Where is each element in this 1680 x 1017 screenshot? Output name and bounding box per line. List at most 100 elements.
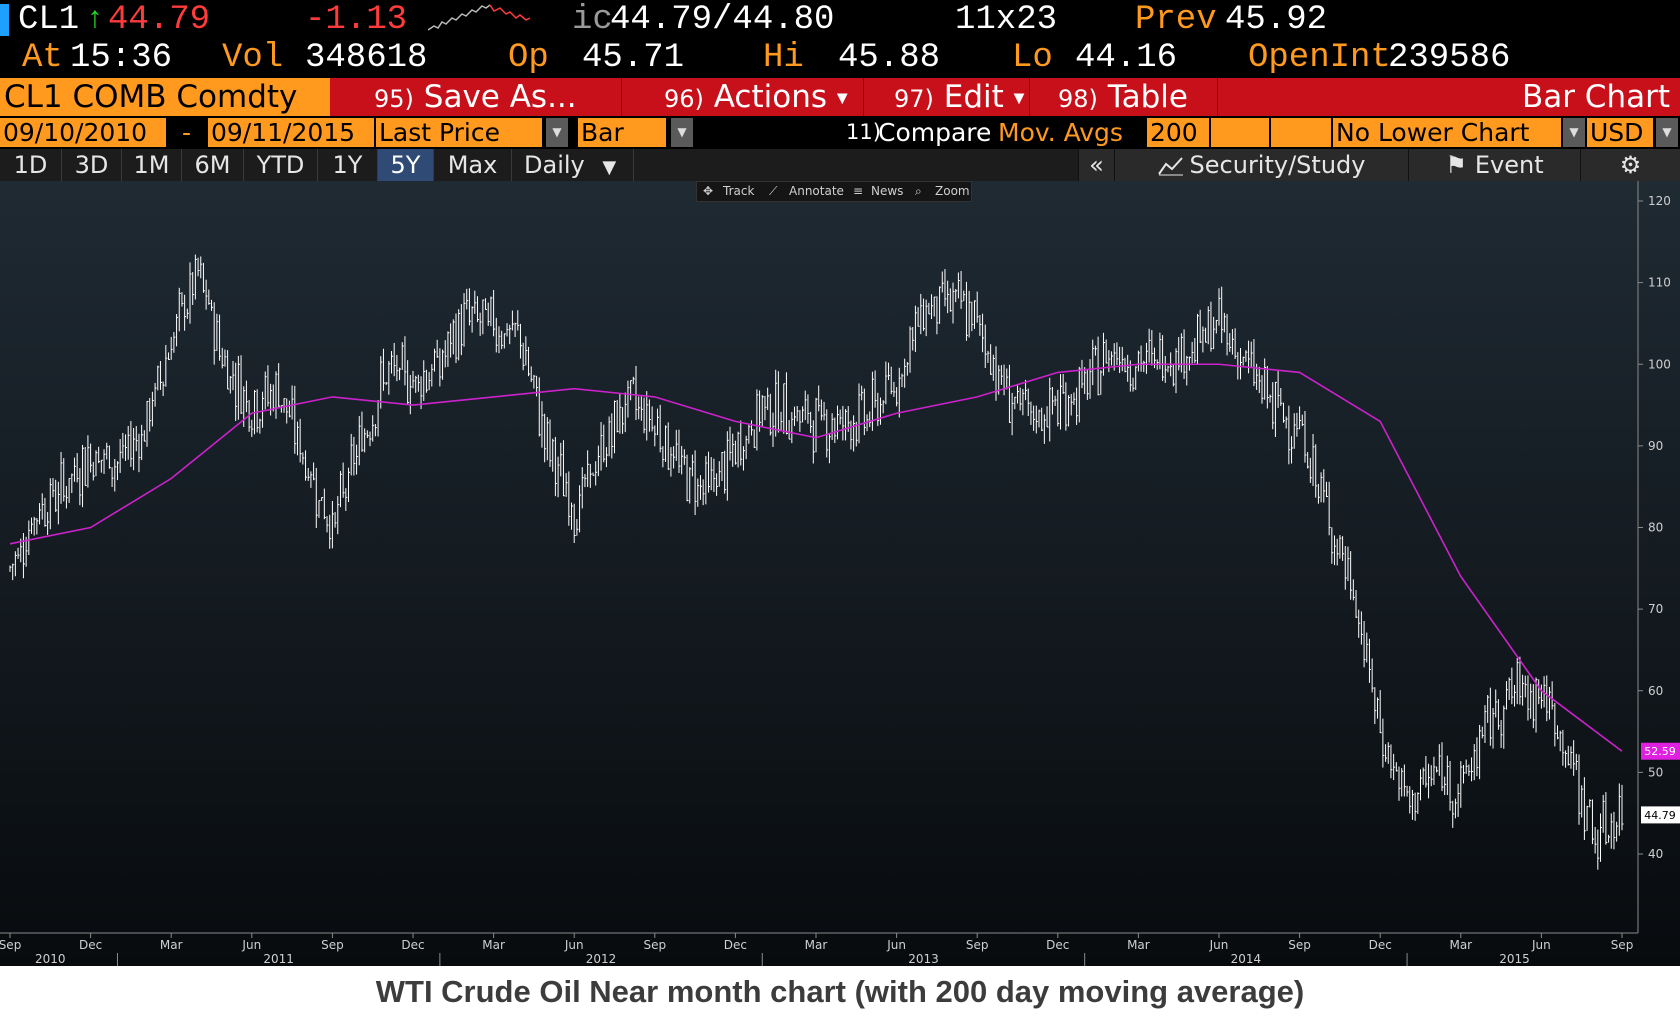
settings-gear-icon[interactable]: ⚙ [1580,149,1680,181]
chart-area[interactable]: 40 50 60 70 80 90 100 110 120 Sep Dec Mar Jun Sep Dec… [0,181,1680,966]
field-dropdown-icon[interactable]: ▼ [546,118,568,147]
x-tick-label: Mar [160,938,183,952]
sparkline-icon [428,4,531,31]
year-label: 2015 [1499,952,1530,966]
study-label[interactable]: Mov. Avgs [998,118,1123,147]
lower-chart-select[interactable]: No Lower Chart [1333,118,1561,147]
collapse-icon[interactable]: « [1078,149,1114,181]
open-interest-value: 239586 [1388,39,1511,77]
x-tick-label: Mar [805,938,828,952]
range-1y[interactable]: 1Y [318,149,378,181]
security-indicator [0,4,9,36]
price-chart[interactable]: 40 50 60 70 80 90 100 110 120 Sep Dec Mar Jun Sep Dec… [0,181,1680,966]
x-tick-label: Dec [79,938,102,952]
bid-ask-prefix: ic [572,1,613,39]
table-number: 98) [1058,85,1098,113]
security-study-button[interactable]: Security/Study [1114,149,1408,181]
y-tick-label: 70 [1648,602,1663,616]
range-1d[interactable]: 1D [0,149,62,181]
x-tick-label: Dec [724,938,747,952]
function-bar: CL1 COMB Comdty 95) Save As... 96) Actio… [0,78,1680,116]
year-label: 2013 [908,952,939,966]
blank-field-2[interactable] [1271,118,1331,147]
at-label: At [22,39,63,77]
news-button[interactable]: News [871,184,904,198]
period-field[interactable]: 200 [1147,118,1209,147]
flag-icon: ⚑ [1445,151,1467,179]
frequency-select[interactable]: Daily ▼ [512,149,634,181]
quote-row-bottom: At 15:36 Vol 348618 Op 45.71 Hi 45.88 Lo… [0,38,1680,78]
range-3d[interactable]: 3D [62,149,122,181]
x-tick-label: Sep [0,938,21,952]
year-label: 2012 [586,952,617,966]
x-tick-label: Jun [1209,938,1229,952]
vol-value: 348618 [305,39,428,77]
save-as-label: Save As... [423,79,577,115]
zoom-button[interactable]: Zoom [935,184,970,198]
compare-button[interactable]: Compare [878,118,992,147]
range-6m[interactable]: 6M [182,149,244,181]
track-button[interactable]: Track [723,184,755,198]
year-label: 2014 [1231,952,1262,966]
field-select[interactable]: Last Price [376,118,542,147]
save-as-button[interactable]: 95) Save As... [332,78,622,116]
actions-label: Actions [713,79,828,115]
x-tick-label: Dec [401,938,424,952]
compare-number: 11) [846,120,881,144]
chart-type-select[interactable]: Bar [578,118,666,147]
range-ytd[interactable]: YTD [244,149,318,181]
frequency-caret-icon: ▼ [602,157,617,178]
x-tick-label: Sep [966,938,989,952]
last-price-text: 44.79 [1644,809,1676,822]
quote-row-top: CL1 ↑ 44.79 -1.13 ic 44.79/44.80 11x23 P… [0,0,1680,40]
year-label: 2011 [263,952,294,966]
security-field[interactable]: CL1 COMB Comdty [0,78,330,116]
x-tick-label: Mar [1127,938,1150,952]
ma-value-label: 52.59 [1641,742,1680,760]
study-chart-icon [1157,157,1183,176]
bid-ask-size: 11x23 [955,1,1058,39]
actions-caret-icon: ▼ [836,90,848,107]
bid-ask: 44.79/44.80 [610,1,835,39]
annotate-icon: ⟋ [769,184,778,198]
blank-field-1[interactable] [1211,118,1269,147]
range-bar: 1D 3D 1M 6M YTD 1Y 5Y Max Daily ▼ « Secu… [0,149,1680,181]
ticker[interactable]: CL1 [18,1,80,39]
end-date-field[interactable]: 09/11/2015 [208,118,374,147]
lower-chart-dropdown-icon[interactable]: ▼ [1563,118,1585,147]
ma-value-text: 52.59 [1644,745,1676,758]
y-tick-label: 80 [1648,521,1663,535]
actions-button[interactable]: 96) Actions ▼ [622,78,864,116]
edit-button[interactable]: 97) Edit ▼ [864,78,1030,116]
last-price-label: 44.79 [1641,806,1680,824]
open-interest-label: OpenInt [1248,39,1391,77]
frequency-label: Daily [524,151,585,179]
chart-toolbar: ✥ Track ⟋ Annotate ≡ News ⌕ Zoom [696,181,972,202]
range-5y[interactable]: 5Y [378,149,434,181]
save-as-number: 95) [374,85,414,113]
prev-label: Prev [1135,1,1217,39]
edit-label: Edit [943,79,1004,115]
range-1m[interactable]: 1M [122,149,182,181]
annotate-button[interactable]: Annotate [789,184,844,198]
actions-number: 96) [664,85,704,113]
x-tick-label: Jun [564,938,584,952]
y-tick-label: 120 [1648,194,1671,208]
low-label: Lo [1012,39,1053,77]
y-tick-label: 50 [1648,765,1663,779]
chart-type-dropdown-icon[interactable]: ▼ [671,118,693,147]
last-price: 44.79 [108,1,211,39]
currency-dropdown-icon[interactable]: ▼ [1656,118,1678,147]
event-button[interactable]: ⚑ Event [1408,149,1580,181]
moving-average-line [9,363,1623,752]
y-tick-label: 40 [1648,847,1663,861]
table-label: Table [1107,79,1188,115]
prev-value: 45.92 [1225,1,1328,39]
x-tick-label: Dec [1046,938,1069,952]
event-label: Event [1474,151,1544,179]
year-label: 2010 [35,952,66,966]
table-button[interactable]: 98) Table [1030,78,1218,116]
start-date-field[interactable]: 09/10/2010 [0,118,166,147]
currency-select[interactable]: USD [1587,118,1653,147]
range-max[interactable]: Max [434,149,512,181]
